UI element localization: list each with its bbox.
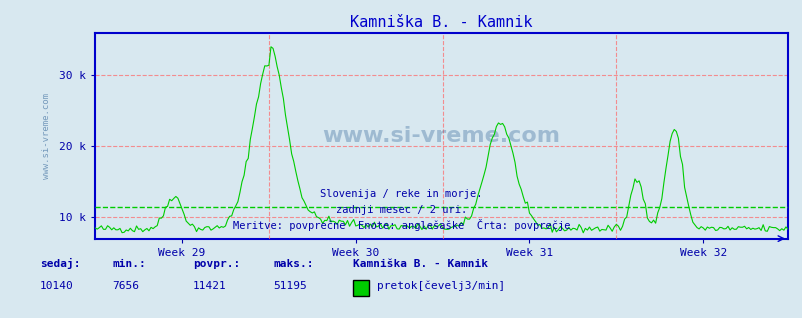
Text: zadnji mesec / 2 uri.: zadnji mesec / 2 uri. xyxy=(335,205,467,215)
Text: 51195: 51195 xyxy=(273,281,306,291)
Text: www.si-vreme.com: www.si-vreme.com xyxy=(322,126,560,146)
Text: sedaj:: sedaj: xyxy=(40,258,80,269)
Text: 7656: 7656 xyxy=(112,281,140,291)
Text: 11421: 11421 xyxy=(192,281,226,291)
Text: Slovenija / reke in morje.: Slovenija / reke in morje. xyxy=(320,189,482,199)
Text: maks.:: maks.: xyxy=(273,259,313,269)
Text: 10140: 10140 xyxy=(40,281,74,291)
Text: www.si-vreme.com: www.si-vreme.com xyxy=(43,93,51,179)
Text: povpr.:: povpr.: xyxy=(192,259,240,269)
Text: min.:: min.: xyxy=(112,259,146,269)
Text: Kamniška B. - Kamnik: Kamniška B. - Kamnik xyxy=(353,259,488,269)
Text: Meritve: povprečne  Enote: anglešaške  Črta: povprečje: Meritve: povprečne Enote: anglešaške Črt… xyxy=(233,219,569,231)
Text: pretok[čevelj3/min]: pretok[čevelj3/min] xyxy=(377,281,505,291)
Title: Kamniška B. - Kamnik: Kamniška B. - Kamnik xyxy=(350,15,533,30)
